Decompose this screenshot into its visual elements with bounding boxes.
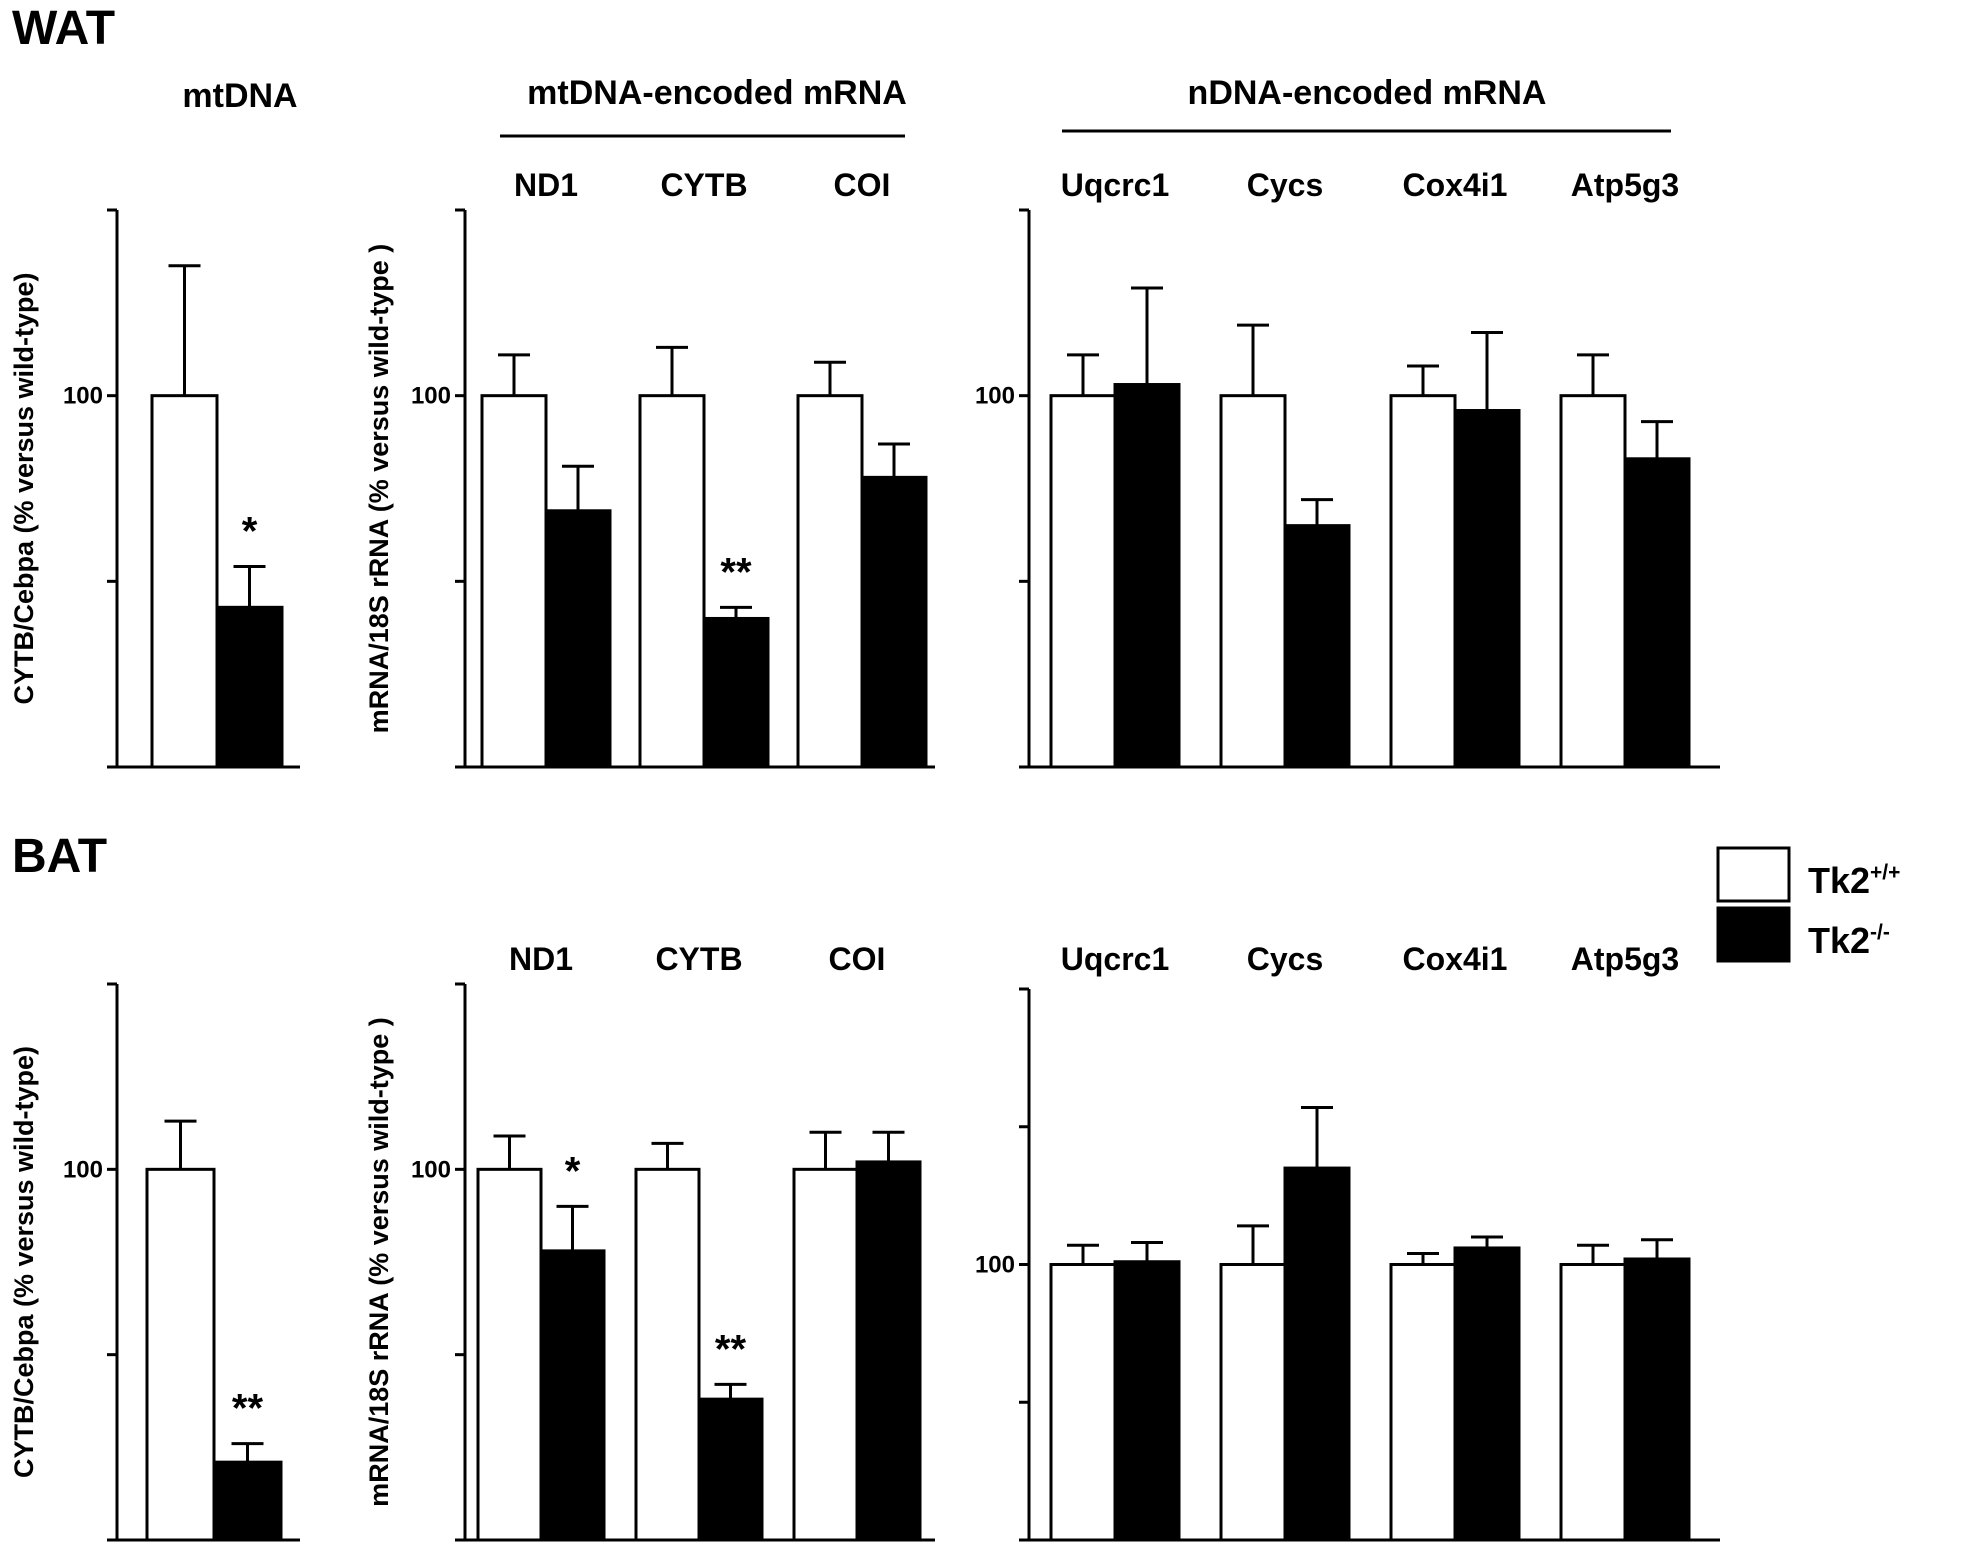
bar-knockout [539,1249,606,1542]
category-label: Cox4i1 [1403,941,1508,977]
category-label: Cox4i1 [1403,167,1508,203]
category-label: Uqcrc1 [1061,941,1170,977]
bar-wildtype [1559,1263,1627,1542]
bar-wildtype [476,1167,543,1542]
legend: Tk2+/+ Tk2-/- [1716,846,1900,963]
bar-wildtype [796,394,864,769]
y-tick-label: 100 [411,1156,451,1183]
category-label: Cycs [1247,167,1324,203]
y-axis-label: mRNA/18S rRNA (% versus wild-type ) [364,244,394,734]
legend-label-knockout: Tk2-/- [1808,920,1890,961]
legend-swatch-wildtype [1716,846,1791,903]
category-label: CYTB [660,167,747,203]
chart-panel-1: mtDNA 100 CYTB/Cebpa (% versus wild-type) * [9,77,300,769]
bar-knockout [1623,457,1691,769]
bar-wildtype [145,1167,216,1542]
y-axis-label: CYTB/Cebpa (% versus wild-type) [9,1046,39,1478]
bar-knockout [702,616,770,769]
bar-knockout [212,1460,283,1542]
bar-knockout [1453,1246,1521,1542]
bar-wildtype [1559,394,1627,769]
bar-wildtype [1389,1263,1457,1542]
bar-knockout [860,475,928,769]
category-label: ND1 [509,941,573,977]
panel-title: mtDNA [182,77,297,115]
bar-knockout [1453,409,1521,769]
category-label: Cycs [1247,941,1324,977]
significance-marker: * [242,509,258,553]
bar-wildtype [634,1167,701,1542]
category-label: Atp5g3 [1571,941,1679,977]
bar-wildtype [792,1167,859,1542]
chart-panel-5: 100 mRNA/18S rRNA (% versus wild-type ) * N… [364,941,935,1542]
chart-panels: mtDNA 100 CYTB/Cebpa (% versus wild-type) *… [9,74,1720,1542]
significance-marker: ** [715,1327,747,1371]
bar-wildtype [1219,1263,1287,1542]
category-label: Uqcrc1 [1061,167,1170,203]
y-tick-label: 100 [411,383,451,410]
bar-knockout [1283,1166,1351,1542]
chart-panel-3: nDNA-encoded mRNA 100 Uqcrc1 Cycs Cox4i1 Atp5… [975,74,1720,769]
category-label: COI [829,941,886,977]
legend-label-wildtype: Tk2+/+ [1808,860,1900,901]
bar-knockout [1113,383,1181,769]
panel-title: nDNA-encoded mRNA [1188,74,1547,112]
y-tick-label: 100 [63,383,103,410]
category-label: Atp5g3 [1571,167,1679,203]
category-label: CYTB [655,941,742,977]
chart-panel-2: mtDNA-encoded mRNA 100 mRNA/18S rRNA (% ve… [364,74,935,769]
bar-knockout [215,605,284,769]
bar-knockout [1283,524,1351,769]
chart-panel-6: 100 Uqcrc1 Cycs Cox4i1 Atp5g3 [975,941,1720,1542]
significance-marker: ** [232,1387,264,1431]
section-label-bat: BAT [12,830,107,883]
bar-knockout [1113,1260,1181,1542]
bar-wildtype [1049,394,1117,769]
significance-marker: * [565,1149,581,1193]
significance-marker: ** [720,550,752,594]
bar-wildtype [480,394,548,769]
bar-knockout [697,1397,764,1542]
panel-title: mtDNA-encoded mRNA [527,74,907,112]
bar-wildtype [1389,394,1457,769]
legend-swatch-knockout [1716,906,1791,963]
bar-knockout [1623,1257,1691,1542]
bar-wildtype [150,394,219,769]
bar-wildtype [1049,1263,1117,1542]
y-axis-label: CYTB/Cebpa (% versus wild-type) [9,272,39,704]
chart-panel-4: 100 CYTB/Cebpa (% versus wild-type) ** [9,982,300,1542]
y-tick-label: 100 [63,1156,103,1183]
y-tick-label: 100 [975,1252,1015,1279]
category-label: ND1 [514,167,578,203]
bar-wildtype [638,394,706,769]
bar-wildtype [1219,394,1287,769]
y-axis-label: mRNA/18S rRNA (% versus wild-type ) [364,1017,394,1507]
bar-knockout [855,1160,922,1542]
bar-knockout [544,509,612,769]
y-tick-label: 100 [975,383,1015,410]
category-label: COI [834,167,891,203]
section-label-wat: WAT [12,2,115,55]
